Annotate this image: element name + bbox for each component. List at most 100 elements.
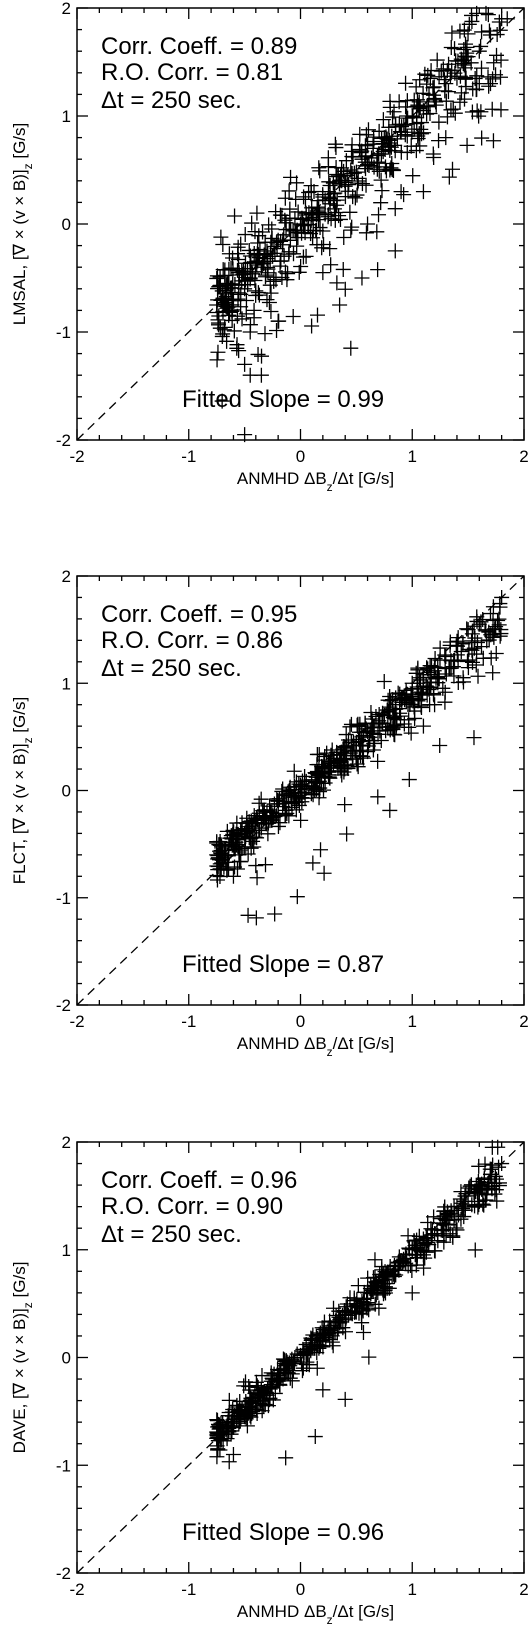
fitted-slope-annotation: Fitted Slope = 0.99	[182, 386, 384, 413]
data-point	[262, 813, 278, 829]
data-point	[286, 763, 302, 779]
data-point	[289, 238, 305, 254]
data-point	[475, 611, 491, 627]
data-point	[355, 1324, 371, 1340]
data-point	[491, 611, 507, 627]
data-point	[272, 815, 288, 831]
panel-2: -2 -1 0 1 2 -2 -1 0 1 2 ANMHD ΔBz/Δt [G/s] FLCT, [∇…	[10, 567, 529, 1059]
data-point	[261, 217, 277, 233]
x-axis-label: ANMHD ΔBz/Δt [G/s]	[237, 1034, 394, 1059]
data-point	[262, 1381, 278, 1397]
data-point	[254, 348, 270, 364]
data-point	[229, 340, 245, 356]
data-point	[263, 285, 279, 301]
data-point	[486, 55, 502, 71]
data-point	[329, 1325, 345, 1341]
data-point	[358, 721, 374, 737]
data-point	[210, 315, 226, 331]
data-point	[322, 241, 338, 257]
data-point	[461, 641, 477, 657]
data-point	[294, 210, 310, 226]
data-point	[337, 797, 353, 813]
data-point	[323, 747, 339, 763]
data-point	[225, 1446, 241, 1462]
data-point	[447, 105, 463, 121]
data-point	[311, 212, 327, 228]
data-point	[403, 725, 419, 741]
data-point	[337, 1303, 353, 1319]
data-point	[298, 248, 314, 264]
data-point	[295, 1360, 311, 1376]
data-point	[410, 660, 426, 676]
data-point	[445, 101, 461, 117]
data-point	[453, 85, 469, 101]
data-point	[294, 1363, 310, 1379]
data-point	[355, 750, 371, 766]
data-point	[257, 857, 273, 873]
data-point	[349, 187, 365, 203]
data-point	[383, 139, 399, 155]
data-point	[275, 781, 291, 797]
x-tick-label: 0	[296, 447, 305, 466]
data-point	[393, 1254, 409, 1270]
data-point	[310, 307, 325, 323]
data-point	[453, 1184, 469, 1200]
data-point	[276, 248, 292, 264]
data-point	[246, 302, 262, 318]
data-point	[452, 23, 468, 39]
data-point	[401, 772, 417, 788]
data-point	[247, 224, 263, 240]
data-point	[339, 1296, 355, 1312]
data-point	[491, 1159, 507, 1175]
data-point	[322, 177, 338, 193]
data-point	[333, 744, 349, 760]
data-point	[344, 219, 360, 235]
panel-1: -2 -1 0 1 2 -2 -1 0 1 2 ANMHD ΔBz/Δt [G/s] LMSAL, […	[10, 0, 529, 494]
data-point	[210, 281, 226, 297]
data-point	[321, 764, 337, 780]
data-point	[470, 668, 486, 684]
data-point	[499, 11, 515, 27]
data-point	[370, 726, 386, 742]
data-point	[468, 657, 484, 673]
data-point	[397, 127, 413, 143]
data-point	[438, 1217, 454, 1233]
data-point	[253, 791, 269, 807]
data-point	[267, 245, 283, 261]
data-point	[238, 293, 254, 309]
data-point	[428, 94, 444, 110]
data-point	[393, 184, 409, 200]
data-point	[315, 265, 331, 281]
data-point	[432, 1211, 448, 1227]
data-point	[307, 782, 323, 798]
data-point	[404, 1263, 420, 1279]
corr-coeff-annotation: Corr. Coeff. = 0.89	[101, 33, 297, 60]
data-point	[369, 161, 385, 177]
data-point	[328, 205, 344, 221]
data-point	[449, 1222, 465, 1238]
data-point	[374, 716, 390, 732]
data-point	[342, 204, 358, 220]
data-point	[294, 225, 310, 241]
data-point	[315, 223, 331, 239]
data-point	[212, 845, 228, 861]
data-point	[348, 1304, 364, 1320]
data-point	[249, 870, 265, 886]
x-tick-label: -1	[181, 1012, 196, 1031]
data-point	[238, 306, 254, 322]
data-point	[474, 60, 490, 76]
data-point	[491, 14, 507, 30]
data-point	[316, 236, 332, 252]
fitted-slope-annotation: Fitted Slope = 0.96	[182, 1519, 384, 1546]
data-point	[235, 266, 251, 282]
y-axis-label: LMSAL, [∇ × (v × B)]z [G/s]	[10, 123, 35, 326]
data-point	[371, 1300, 387, 1316]
data-point	[446, 653, 462, 669]
data-point	[381, 119, 397, 135]
data-point	[447, 41, 463, 57]
data-point	[442, 1226, 458, 1242]
data-point	[431, 133, 447, 149]
data-point	[427, 1243, 443, 1259]
data-point	[431, 114, 447, 130]
data-point	[315, 1382, 331, 1398]
